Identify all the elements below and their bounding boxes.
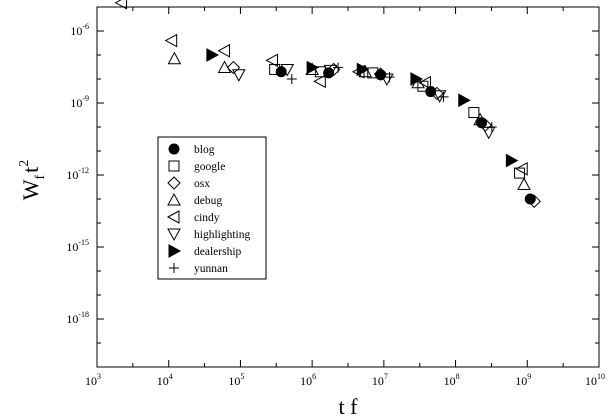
legend-marker bbox=[168, 143, 180, 155]
x-axis: 103 104 105 106 107 108 109 1010 bbox=[85, 7, 605, 388]
y-tick-label: 10-12 bbox=[66, 166, 89, 182]
data-point-google bbox=[314, 66, 326, 78]
data-point-highlighting bbox=[280, 63, 295, 77]
legend-label: highlighting bbox=[194, 229, 250, 241]
data-point-highlighting bbox=[323, 64, 338, 78]
series-yunnan bbox=[286, 62, 497, 132]
y-label-base: W bbox=[18, 179, 43, 200]
legend-marker bbox=[166, 210, 180, 224]
data-point-debug bbox=[517, 177, 531, 191]
y-tick-label: 10-18 bbox=[66, 310, 89, 326]
legend-label: yunnan bbox=[194, 263, 228, 275]
series-osx bbox=[226, 60, 541, 209]
data-point-cindy bbox=[114, 0, 128, 10]
legend-item-dealership: dealership bbox=[168, 244, 242, 258]
series-dealership bbox=[206, 48, 519, 168]
data-point-cindy bbox=[265, 53, 278, 68]
data-point-dealership bbox=[505, 153, 519, 168]
legend-label: cindy bbox=[194, 212, 220, 224]
x-tick-label: 107 bbox=[372, 372, 388, 388]
data-point-highlighting bbox=[231, 69, 246, 82]
data-point-debug bbox=[167, 51, 182, 65]
data-point-cindy bbox=[515, 162, 528, 176]
legend-marker bbox=[167, 192, 181, 206]
y-label-subscript: f bbox=[33, 175, 48, 180]
y-axis-label: Wft2 bbox=[17, 160, 48, 201]
x-tick-label: 104 bbox=[157, 372, 173, 388]
legend-marker bbox=[169, 263, 179, 273]
data-point-google bbox=[468, 107, 480, 119]
y-tick-label: 10-9 bbox=[70, 94, 89, 110]
legend-item-debug: debug bbox=[167, 192, 222, 207]
x-tick-label: 1010 bbox=[585, 372, 605, 388]
legend-label: google bbox=[194, 161, 225, 173]
data-point-cindy bbox=[313, 74, 326, 89]
data-point-dealership bbox=[410, 72, 423, 86]
legend-item-cindy: cindy bbox=[166, 210, 220, 224]
data-point-google bbox=[367, 67, 379, 79]
legend-item-google: google bbox=[168, 160, 225, 173]
legend-marker bbox=[168, 244, 182, 258]
data-point-osx bbox=[527, 194, 541, 209]
x-tick-label: 103 bbox=[85, 372, 101, 388]
y-axis: 10-6 10-9 10-12 10-15 10-18 bbox=[66, 22, 599, 344]
legend-marker bbox=[168, 160, 180, 172]
data-point-yunnan bbox=[384, 72, 395, 83]
x-tick-label: 109 bbox=[515, 372, 531, 388]
data-point-dealership bbox=[458, 93, 471, 108]
legend-label: debug bbox=[194, 195, 222, 207]
data-point-highlighting bbox=[481, 126, 496, 140]
legend-marker bbox=[167, 228, 181, 242]
data-point-highlighting bbox=[432, 90, 447, 103]
svg-text:Wft2: Wft2 bbox=[17, 160, 48, 201]
legend: blog google osx debug cindy highlighting deale… bbox=[157, 136, 267, 280]
data-point-debug bbox=[473, 112, 487, 126]
data-point-dealership bbox=[306, 60, 320, 75]
legend-label: blog bbox=[194, 144, 215, 156]
data-point-yunnan bbox=[333, 62, 344, 73]
data-series bbox=[114, 0, 541, 209]
data-point-osx bbox=[226, 60, 241, 75]
data-point-yunnan bbox=[286, 74, 297, 84]
data-point-yunnan bbox=[486, 122, 497, 132]
legend-item-osx: osx bbox=[167, 176, 210, 190]
y-label-variable: t bbox=[18, 167, 43, 173]
y-tick-label: 10-15 bbox=[66, 238, 89, 254]
data-point-osx bbox=[430, 86, 444, 101]
data-point-cindy bbox=[418, 75, 431, 90]
data-point-cindy bbox=[164, 33, 178, 48]
data-point-dealership bbox=[356, 62, 370, 77]
series-blog bbox=[275, 66, 536, 205]
y-label-superscript: 2 bbox=[17, 160, 32, 167]
legend-item-highlighting: highlighting bbox=[167, 228, 250, 242]
legend-label: osx bbox=[194, 178, 210, 190]
x-tick-label: 106 bbox=[300, 372, 316, 388]
data-point-cindy bbox=[217, 43, 231, 58]
data-point-osx bbox=[373, 67, 388, 81]
data-point-blog bbox=[275, 66, 287, 78]
legend-marker bbox=[167, 176, 181, 190]
data-point-dealership bbox=[206, 48, 219, 62]
legend-item-blog: blog bbox=[168, 143, 215, 156]
x-tick-label: 108 bbox=[444, 372, 460, 388]
legend-label: dealership bbox=[194, 246, 242, 258]
data-point-debug bbox=[217, 60, 232, 74]
data-point-yunnan bbox=[438, 91, 449, 102]
x-tick-label: 105 bbox=[228, 372, 244, 388]
x-axis-label: t f bbox=[339, 394, 359, 418]
y-tick-label: 10-6 bbox=[70, 22, 89, 38]
legend-item-yunnan: yunnan bbox=[169, 263, 228, 275]
